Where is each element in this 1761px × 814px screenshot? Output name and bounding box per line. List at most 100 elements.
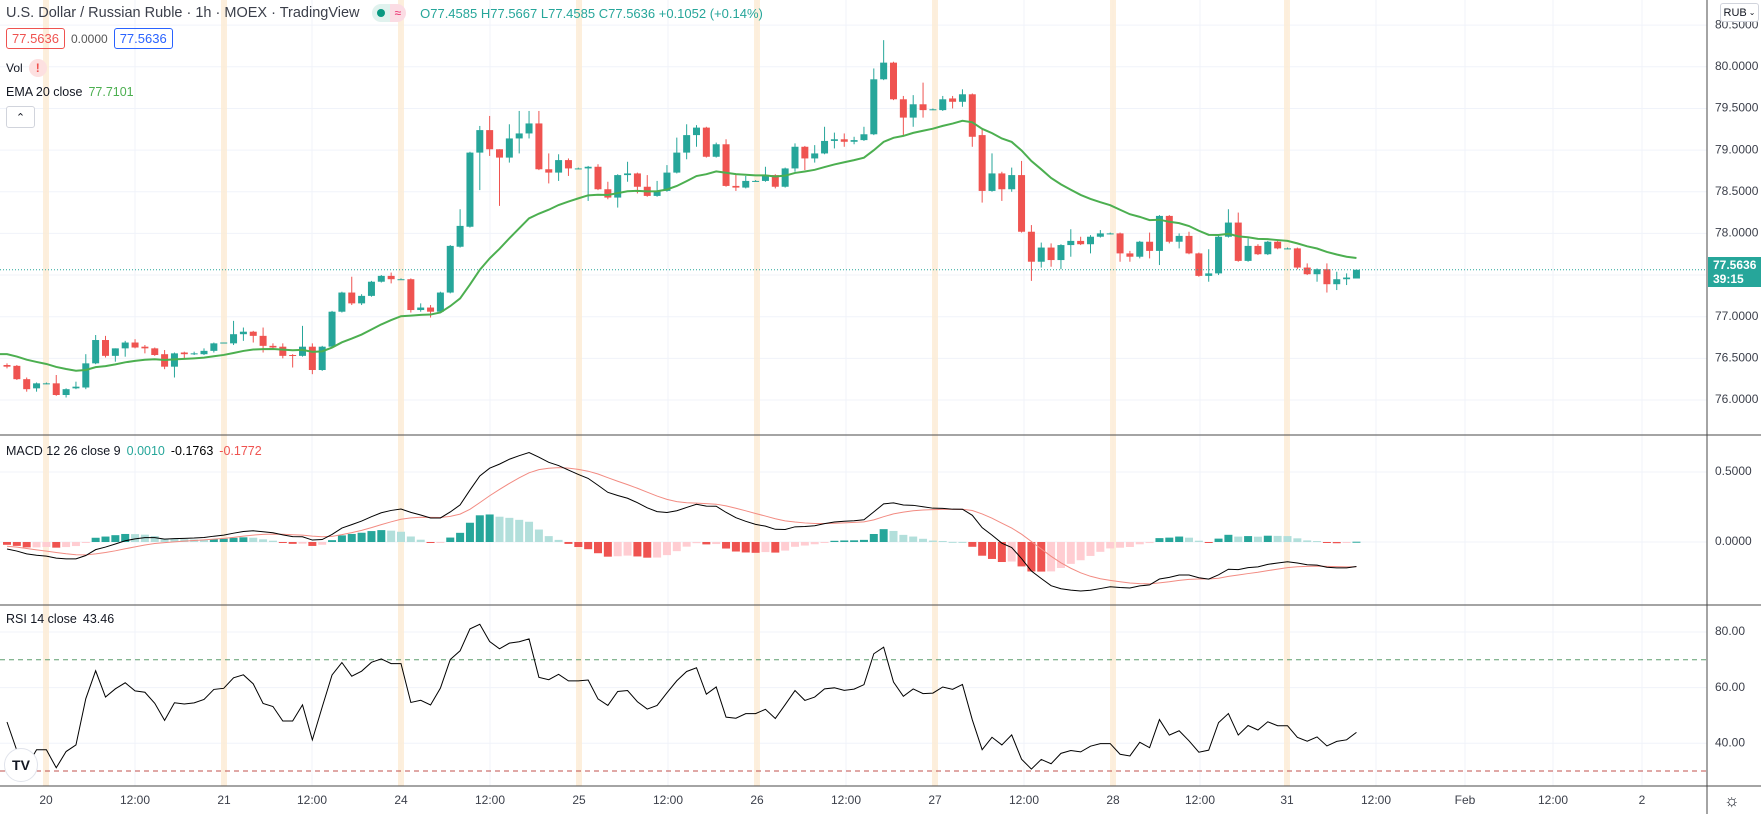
candle [1136, 240, 1144, 259]
time-tick-label: 2 [1639, 793, 1646, 807]
macd-histogram-bar [1263, 535, 1272, 542]
candle [427, 305, 435, 318]
macd-histogram-bar [200, 539, 208, 542]
candle-body [968, 94, 976, 137]
candle [23, 377, 31, 392]
candle [1284, 247, 1291, 250]
macd-histogram-bar [692, 542, 701, 544]
chart-header: U.S. Dollar / Russian Ruble · 1h · MOEX … [6, 4, 763, 22]
candle [1303, 263, 1311, 276]
grid [0, 0, 1707, 786]
macd-histogram-bar [751, 542, 760, 553]
candle-body [496, 149, 503, 158]
candle-body [712, 144, 720, 157]
candle-body [1175, 235, 1183, 242]
macd-histogram-bar [1244, 536, 1253, 542]
macd-histogram-bar [643, 542, 652, 558]
macd-histogram-bar [1204, 542, 1213, 543]
time-scale-background [0, 786, 1707, 814]
macd-histogram-bar [1125, 542, 1134, 547]
collapse-legend-button[interactable]: ⌃ [6, 106, 35, 128]
candle-body [998, 173, 1006, 190]
candle-body [1224, 222, 1232, 237]
candle [367, 280, 375, 297]
rsi-legend[interactable]: RSI 14 close 43.46 [6, 612, 114, 626]
macd-histogram-bar [1352, 541, 1361, 543]
macd-histogram-bar [702, 542, 711, 545]
candle [939, 95, 947, 111]
data-delayed-status[interactable]: ≈ [389, 4, 407, 22]
time-tick-label: 12:00 [297, 793, 327, 807]
candle-body [1116, 233, 1124, 254]
candle-body [1136, 241, 1144, 257]
candle [3, 363, 11, 369]
candle [752, 180, 760, 182]
low-label: L [540, 5, 549, 21]
macd-histogram-bar [810, 542, 819, 545]
approx-icon: ≈ [394, 6, 402, 20]
session-break-line [932, 0, 938, 786]
currency-selector[interactable]: RUB ⌄ [1720, 3, 1759, 22]
macd-histogram-bar [1283, 536, 1292, 542]
sell-button[interactable]: 77.5636 [6, 28, 65, 49]
candle-body [614, 175, 622, 198]
candle-body [210, 343, 218, 351]
candle [535, 110, 543, 171]
candle-body [407, 279, 415, 311]
candle [693, 125, 700, 147]
macd-histogram-bar [722, 542, 731, 549]
macd-histogram-bar [603, 542, 612, 557]
warning-icon[interactable]: ! [28, 59, 47, 77]
candle-body [673, 152, 681, 173]
macd-histogram-bar [318, 542, 327, 545]
tradingview-logo[interactable]: TV [4, 748, 38, 782]
time-tick-label: 12:00 [1009, 793, 1039, 807]
macd-histogram-bar [919, 538, 928, 542]
candle-body [446, 245, 454, 293]
candle [33, 382, 41, 392]
candle-body [663, 172, 671, 191]
market-open-status[interactable] [371, 4, 390, 22]
session-break-line [576, 0, 582, 786]
settings-gear-icon[interactable]: ☼ [1724, 791, 1740, 810]
candle-body [584, 166, 592, 169]
candle [1116, 232, 1124, 262]
volume-legend[interactable]: Vol ! [6, 59, 47, 77]
candle-body [190, 353, 198, 355]
macd-histogram-bar [298, 542, 307, 544]
high-label: H [480, 5, 491, 21]
price-tick-label: 76.0000 [1715, 392, 1759, 406]
time-tick-label: 20 [39, 793, 53, 807]
macd-label: MACD 12 26 close 9 [6, 444, 121, 458]
macd-histogram-bar [131, 534, 140, 542]
candle [1155, 215, 1163, 266]
buy-button[interactable]: 77.5636 [113, 28, 173, 49]
macd-histogram-bar [515, 519, 524, 542]
time-tick-label: 12:00 [475, 793, 505, 807]
close-value: 77.5636 [608, 5, 656, 21]
candle [604, 181, 612, 200]
macd-histogram-bar [1214, 538, 1223, 542]
macd-histogram-bar [1066, 542, 1075, 564]
candle-body [958, 94, 966, 102]
macd-histogram-bar [62, 542, 71, 548]
macd-histogram-bar [1273, 535, 1282, 542]
candle [1323, 263, 1331, 293]
candle-body [82, 363, 90, 388]
candle [958, 89, 966, 107]
candle-body [860, 134, 868, 141]
candle [1175, 233, 1183, 249]
macd-histogram-bar [662, 542, 671, 556]
price-tick-label: 80.0000 [1715, 59, 1759, 73]
macd-histogram-bar [397, 531, 405, 542]
candle [170, 352, 178, 378]
ema-legend[interactable]: EMA 20 close 77.7101 [6, 85, 134, 99]
macd-histogram-bar [416, 539, 425, 542]
candle [1146, 232, 1154, 259]
candle-body [377, 275, 385, 282]
macd-legend[interactable]: MACD 12 26 close 9 0.0010 -0.1763 -0.177… [6, 444, 262, 458]
candle-body [1106, 233, 1114, 235]
symbol-title[interactable]: U.S. Dollar / Russian Ruble · 1h · MOEX … [6, 5, 360, 21]
candle-body [801, 146, 809, 159]
